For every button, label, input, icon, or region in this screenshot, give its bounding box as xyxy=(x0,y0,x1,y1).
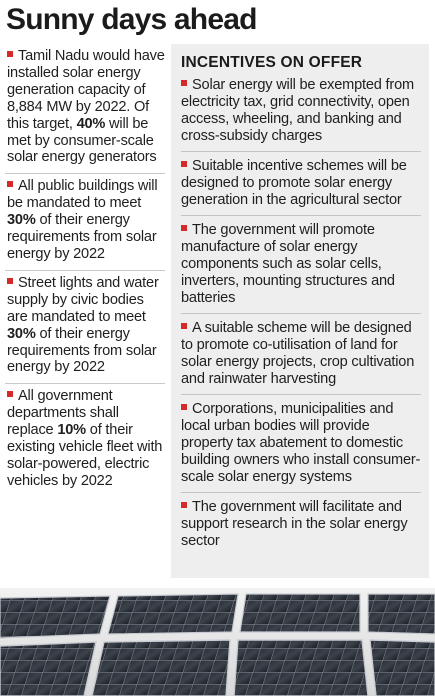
left-bullet-4: All government departments shall replace… xyxy=(5,384,165,496)
red-square-bullet-icon xyxy=(181,502,187,508)
panel-row-front xyxy=(0,639,435,696)
red-square-bullet-icon xyxy=(7,181,13,188)
incentives-box: INCENTIVES ON OFFER Solar energy will be… xyxy=(171,44,429,578)
incentive-item-3: The government will promote manufacture … xyxy=(181,220,421,314)
bullet-text: of their existing vehicle fleet with sol… xyxy=(7,422,163,489)
bullet-text: will be met by consumer-scale solar ener… xyxy=(7,115,157,166)
left-bullet-1: Tamil Nadu would have installed solar en… xyxy=(5,44,165,175)
bullet-text: Tamil Nadu would have installed solar en… xyxy=(7,48,165,132)
incentive-item-4: A suitable scheme will be designed to pr… xyxy=(181,318,421,395)
incentive-text: The government will facilitate and suppo… xyxy=(181,499,408,549)
incentive-item-1: Solar energy will be exempted from elect… xyxy=(181,75,421,152)
bullet-text: All government departments shall replace xyxy=(7,388,119,439)
incentive-text: Suitable incentive schemes will be desig… xyxy=(181,158,407,208)
bullet-percent: 40% xyxy=(76,115,106,132)
red-square-bullet-icon xyxy=(181,323,187,329)
bullet-text: All public buildings will be mandated to… xyxy=(7,178,158,212)
left-bullet-2: All public buildings will be mandated to… xyxy=(5,174,165,271)
page-title: Sunny days ahead xyxy=(6,3,257,36)
red-square-bullet-icon xyxy=(7,51,13,57)
bullet-text: of their energy requirements from solar … xyxy=(7,325,157,376)
red-square-bullet-icon xyxy=(181,161,187,167)
red-square-bullet-icon xyxy=(181,80,187,86)
red-square-bullet-icon xyxy=(181,404,187,410)
bullet-percent: 30% xyxy=(7,212,36,229)
red-square-bullet-icon xyxy=(7,391,13,398)
incentive-text: A suitable scheme will be designed to pr… xyxy=(181,320,415,387)
panel-row-back xyxy=(0,593,435,639)
left-column: Tamil Nadu would have installed solar en… xyxy=(5,44,165,497)
bullet-text: Street lights and water supply by civic … xyxy=(7,274,159,325)
incentive-item-5: Corporations, municipalities and local u… xyxy=(181,399,421,493)
left-bullet-3: Street lights and water supply by civic … xyxy=(5,271,165,385)
bullet-text: of their energy requirements from solar … xyxy=(7,212,157,262)
red-square-bullet-icon xyxy=(7,277,13,284)
incentives-heading: INCENTIVES ON OFFER xyxy=(181,54,363,71)
incentive-item-2: Suitable incentive schemes will be desig… xyxy=(181,156,421,216)
bullet-percent: 30% xyxy=(7,325,36,342)
incentive-text: Corporations, municipalities and local u… xyxy=(181,401,421,485)
incentive-text: Solar energy will be exempted from elect… xyxy=(181,77,414,144)
incentive-item-6: The government will facilitate and suppo… xyxy=(181,497,421,556)
bullet-percent: 10% xyxy=(57,422,86,439)
red-square-bullet-icon xyxy=(181,225,187,231)
solar-panels-photo xyxy=(0,588,435,696)
incentive-text: The government will promote manufacture … xyxy=(181,222,395,306)
